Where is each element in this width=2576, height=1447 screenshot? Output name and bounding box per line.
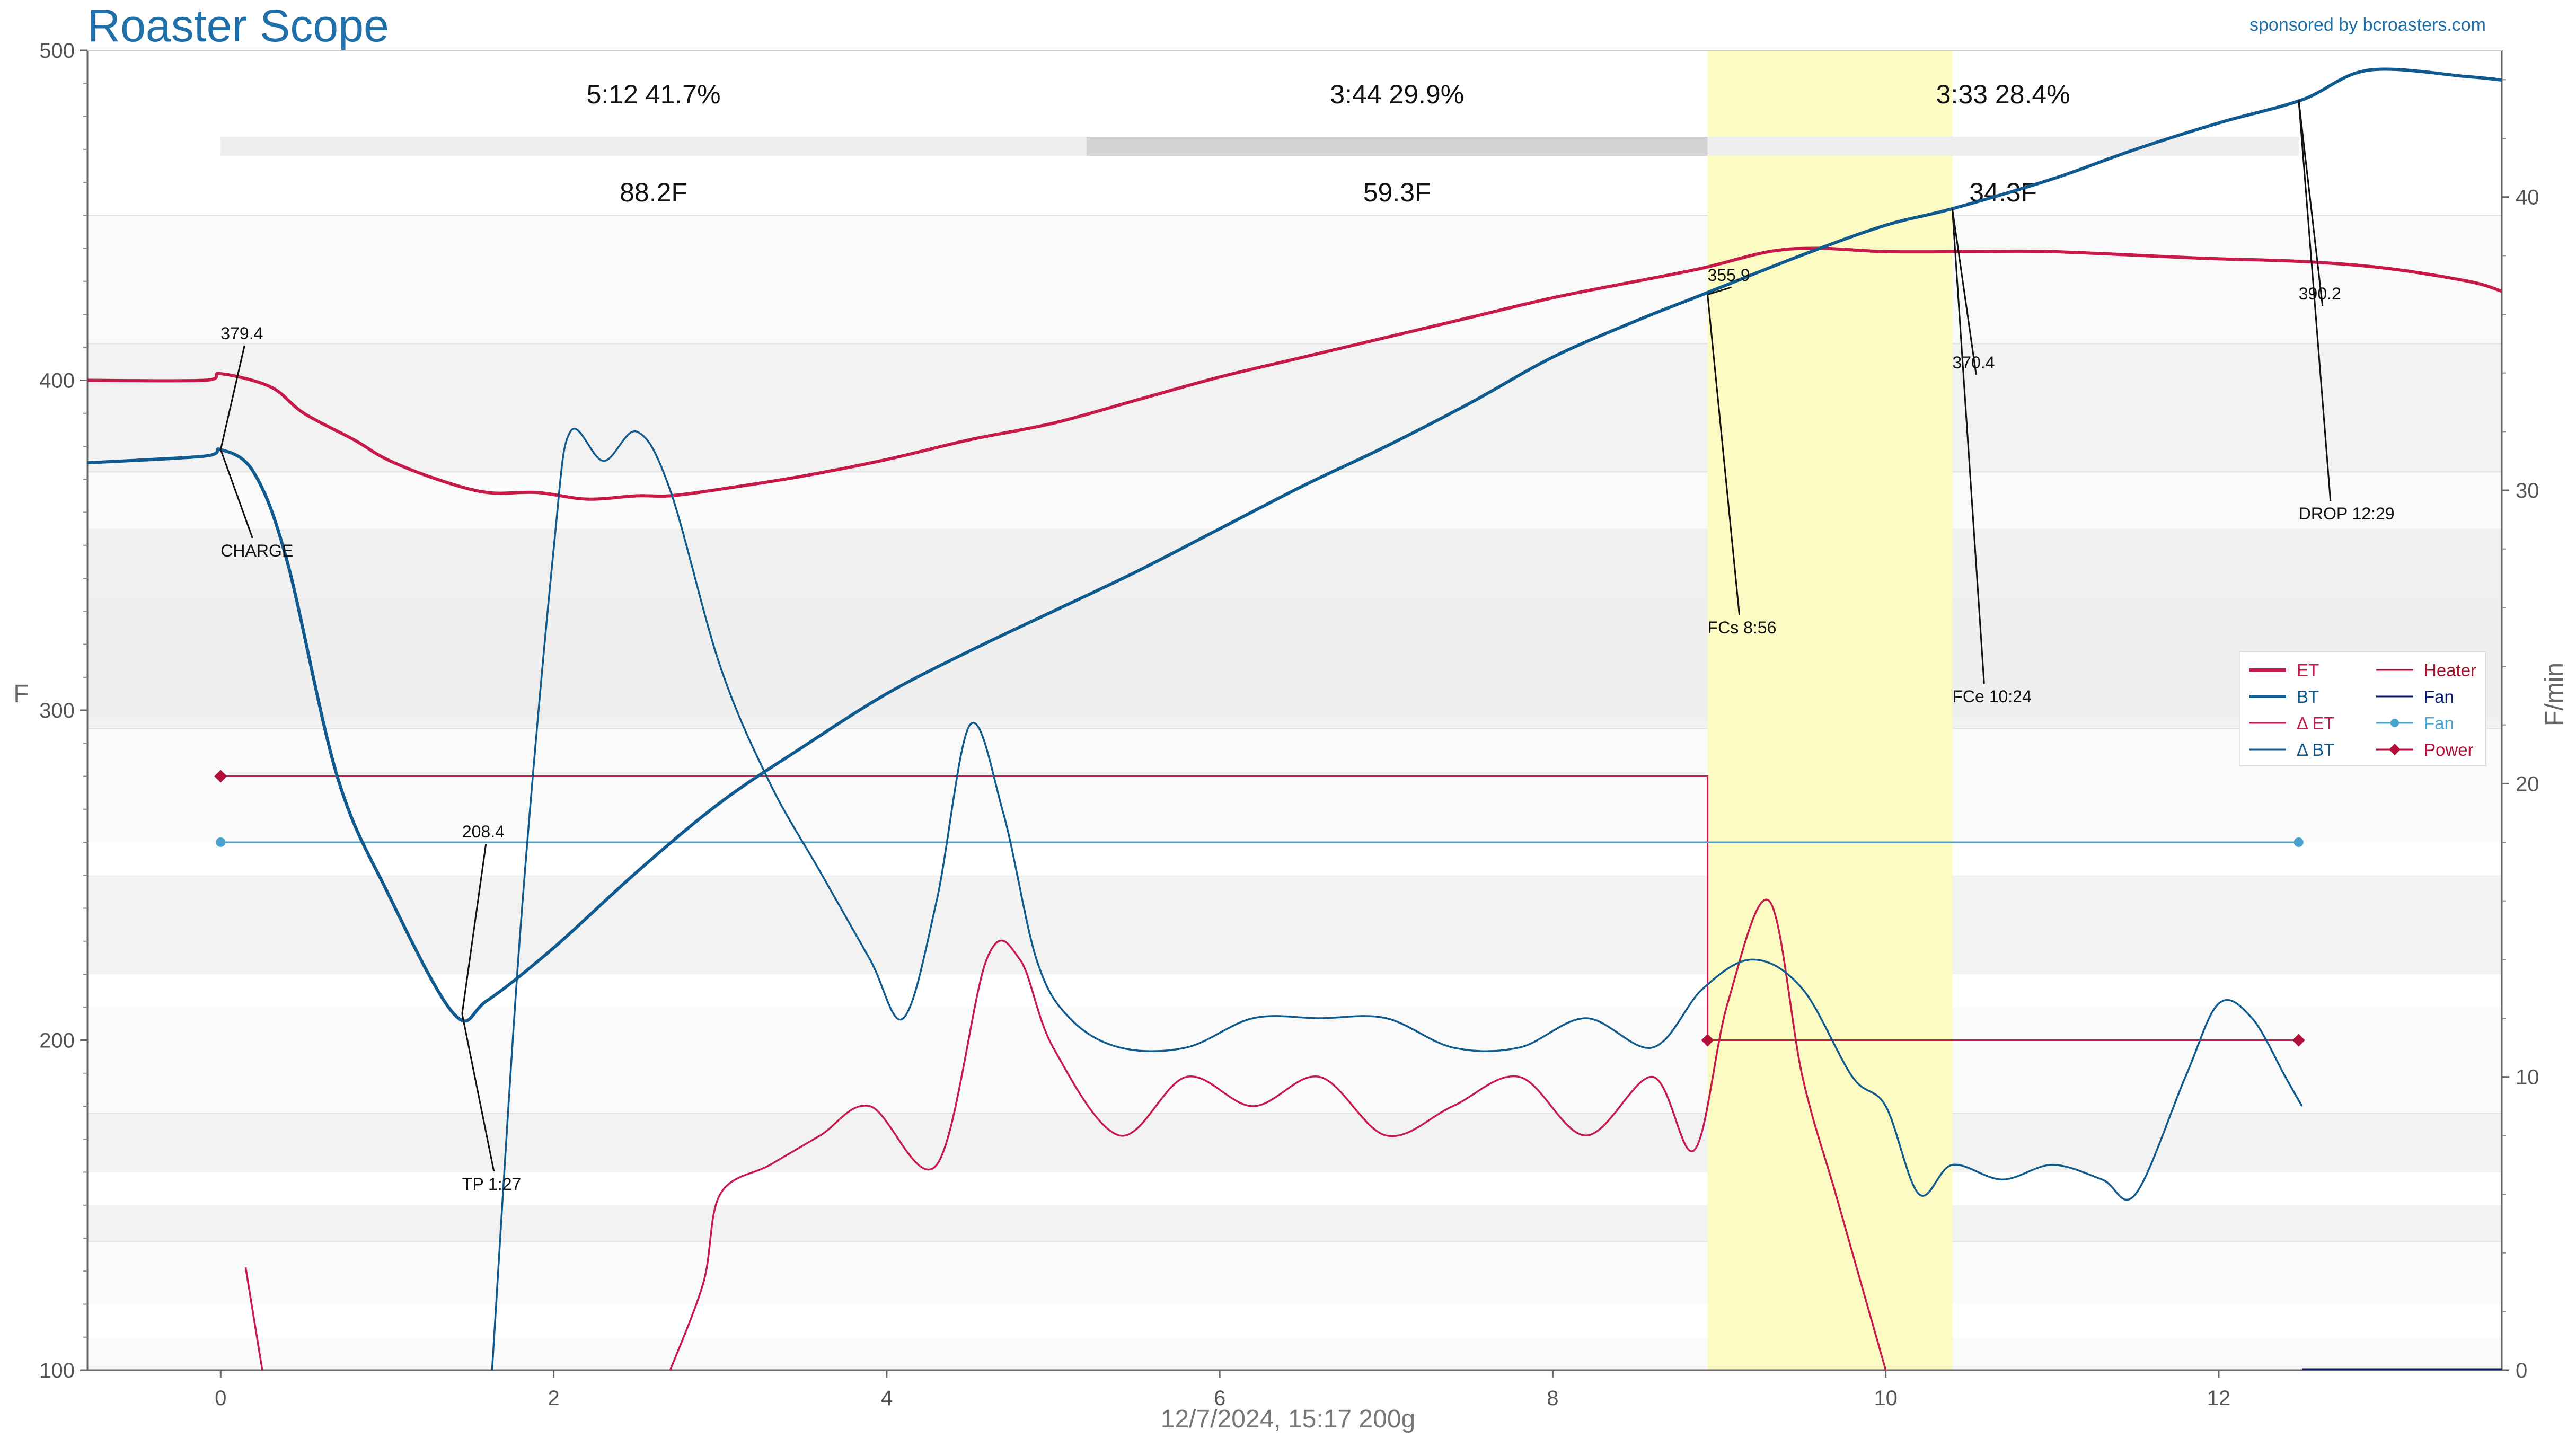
annotation-label-3: FCe 10:24 <box>1952 687 2031 706</box>
x-tick-label: 2 <box>548 1387 559 1410</box>
series-line-delta-et-3 <box>244 1267 263 1370</box>
power-marker <box>214 770 227 783</box>
chart-title: Roaster Scope <box>87 1 389 51</box>
y-right-tick-label: 10 <box>2516 1066 2539 1089</box>
x-tick-label: 10 <box>1874 1387 1898 1410</box>
phase-duration-0: 5:12 41.7% <box>587 80 721 109</box>
y-tick-label: 200 <box>39 1029 75 1053</box>
sponsor-link[interactable]: sponsored by bcroasters.com <box>2249 15 2486 35</box>
series-line-delta-et-2 <box>669 898 1887 1370</box>
series-line-et-0 <box>87 246 2502 501</box>
fan-point <box>2293 837 2304 847</box>
y-axis-label-right: F/min <box>2540 663 2569 726</box>
power-marker <box>2292 1034 2305 1047</box>
power-marker <box>1701 1034 1714 1047</box>
x-tick-label: 6 <box>1214 1387 1225 1410</box>
y-tick-label: 400 <box>39 369 75 393</box>
annotation-connector <box>2298 100 2332 501</box>
annotation-connector <box>1707 286 1732 296</box>
phase-rise-1: 59.3F <box>1363 178 1431 207</box>
series-line-delta-bt-4 <box>491 428 2303 1370</box>
annotation-label-1: TP 1:27 <box>462 1175 521 1194</box>
fan-point <box>216 837 226 847</box>
x-tick-label: 4 <box>881 1387 893 1410</box>
background-band <box>87 1304 2502 1337</box>
annotation-label-0: CHARGE <box>220 541 293 560</box>
annotation-connector <box>219 345 245 450</box>
background-band <box>87 974 2502 1008</box>
annotation-value-1: 208.4 <box>462 822 505 841</box>
y-tick-label: 500 <box>39 39 75 63</box>
annotation-connector <box>2298 100 2324 306</box>
background-band <box>87 528 2502 720</box>
legend-entry-1: Heater <box>2424 660 2476 680</box>
x-tick-label: 0 <box>215 1387 226 1410</box>
annotation-connector <box>219 449 253 539</box>
annotation-connector <box>1951 208 1985 684</box>
legend-entry-2: BT <box>2297 687 2319 707</box>
phase-duration-2: 3:33 28.4% <box>1936 80 2070 109</box>
phase-duration-1: 3:44 29.9% <box>1330 80 1464 109</box>
y-right-tick-label: 30 <box>2516 479 2539 502</box>
heater-line <box>220 775 2299 1041</box>
y-right-tick-label: 20 <box>2516 772 2539 796</box>
phase-rise-0: 88.2F <box>620 178 687 207</box>
annotation-label-2: FCs 8:56 <box>1708 618 1777 637</box>
legend-swatch-dot <box>2390 719 2399 727</box>
y-tick-label: 300 <box>39 699 75 722</box>
x-tick-label: 8 <box>1547 1387 1558 1410</box>
legend-entry-5: Fan <box>2424 713 2454 733</box>
x-tick-label: 12 <box>2207 1387 2231 1410</box>
annotation-connector <box>461 843 487 1014</box>
annotation-label-4: DROP 12:29 <box>2299 504 2395 523</box>
y-right-tick-label: 0 <box>2516 1359 2527 1382</box>
legend-entry-6: Δ BT <box>2297 740 2335 760</box>
y-axis-label-left: F <box>13 680 29 708</box>
legend-swatch-diamond <box>2389 744 2401 755</box>
y-right-tick-label: 40 <box>2516 186 2539 209</box>
annotation-value-2: 355.9 <box>1708 266 1750 285</box>
roast-date-weight: 12/7/2024, 15:17 200g <box>1160 1405 1416 1433</box>
annotation-value-0: 379.4 <box>220 324 263 343</box>
annotation-connector <box>1707 294 1741 615</box>
series-line-bt-1 <box>87 67 2502 1023</box>
legend-entry-7: Power <box>2424 740 2474 760</box>
annotation-connector <box>1951 208 1977 375</box>
background-band <box>87 215 2502 344</box>
legend-entry-3: Fan <box>2424 687 2454 707</box>
legend-entry-4: Δ ET <box>2297 713 2335 733</box>
phase-bar-maillard <box>1086 137 1708 156</box>
background-band <box>87 728 2502 857</box>
annotation-connector <box>461 1013 495 1172</box>
background-band <box>87 842 2502 876</box>
legend-entry-0: ET <box>2297 660 2319 680</box>
background-band <box>87 857 2502 985</box>
first-crack-band <box>1707 50 1953 1370</box>
phase-rise-2: 34.3F <box>1969 178 2037 207</box>
y-tick-label: 100 <box>39 1359 75 1382</box>
background-band <box>87 343 2502 472</box>
